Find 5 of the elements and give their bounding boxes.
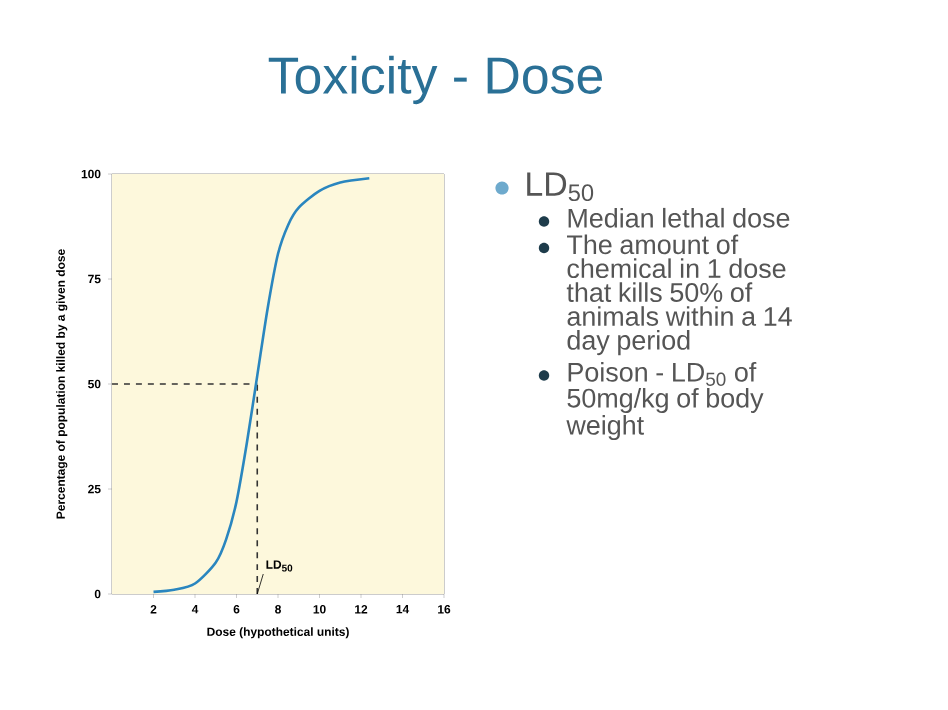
text: Poison - LD$_{50}$ of 50mg/kg of body weight <box>566 361 764 441</box>
text: The amount of chemical in 1 dose that kills 50% of animals within a 14 day period <box>566 234 792 356</box>
chart-title: Toxicity - Dose <box>268 55 603 105</box>
text: LD$_{50}$ <box>527 172 594 202</box>
text: Median lethal dose <box>568 207 790 228</box>
